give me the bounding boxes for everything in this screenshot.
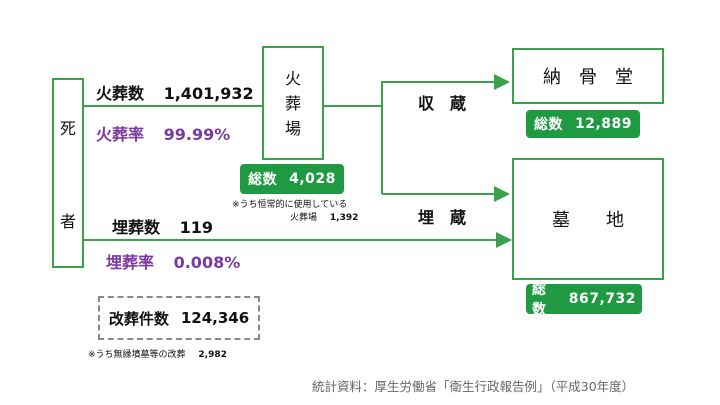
ossuary-total-value: 12,889: [574, 116, 633, 132]
reburial-box: 改葬件数 124,346: [98, 296, 260, 340]
ossuary-box: 納 骨 堂: [512, 48, 664, 104]
cemetery-box: 墓 地: [512, 158, 664, 280]
ossuary-title: 納 骨 堂: [543, 67, 633, 88]
burial-count: 埋葬数 119: [112, 214, 213, 238]
ossuary-total-badge: 総数 12,889: [526, 110, 640, 138]
crematorium-char-3: 場: [284, 118, 301, 138]
cemetery-route-label: 埋 蔵: [418, 208, 467, 227]
crematorium-note-1: ※うち恒常的に使用している: [232, 200, 348, 210]
reburial-value: 124,346: [180, 309, 250, 327]
source-citation: 統計資料：厚生労働省「衛生行政報告例」（平成30年度）: [312, 379, 635, 394]
ossuary-total-label: 総数: [533, 117, 563, 133]
crematorium-note-2: 火葬場 1,392: [290, 210, 358, 223]
burial-count-value: 119: [179, 218, 213, 237]
crematorium-total-label: 総数: [248, 172, 278, 188]
deceased-box: 死 者: [52, 78, 84, 268]
burial-rate: 埋葬率 0.008%: [106, 249, 240, 273]
reburial-note-value: 2,982: [198, 350, 227, 360]
cremation-rate-value: 99.99%: [163, 125, 231, 144]
crematorium-total-value: 4,028: [289, 171, 336, 187]
ossuary-route-line: [381, 74, 510, 194]
crematorium-note-label: 火葬場: [290, 213, 318, 223]
crematorium-note-value: 1,392: [329, 213, 359, 223]
crematorium-total-badge: 総数 4,028: [240, 164, 344, 194]
burial-count-label: 埋葬数: [112, 218, 161, 237]
cemetery-title: 墓 地: [552, 210, 624, 231]
burial-rate-value: 0.008%: [173, 253, 241, 272]
cemetery-total-value: 867,732: [568, 291, 636, 307]
reburial-label: 改葬件数: [108, 309, 169, 328]
cremation-count-label: 火葬数: [96, 84, 145, 103]
deceased-char-1: 死: [59, 118, 76, 138]
cremation-count: 火葬数 1,401,932: [96, 80, 254, 104]
reburial-note: ※うち無縁墳墓等の改葬 2,982: [88, 347, 227, 360]
crematorium-box: 火 葬 場: [262, 46, 324, 160]
deceased-char-2: 者: [59, 211, 76, 231]
ossuary-route-label: 収 蔵: [418, 94, 467, 113]
cemetery-total-label: 総数: [532, 282, 547, 318]
burial-rate-label: 埋葬率: [106, 253, 155, 272]
reburial-note-label: ※うち無縁墳墓等の改葬: [88, 350, 186, 360]
crematorium-char-1: 火: [284, 68, 301, 88]
cremation-rate: 火葬率 99.99%: [96, 121, 230, 145]
crematorium-char-2: 葬: [284, 93, 301, 113]
cremation-rate-label: 火葬率: [96, 125, 145, 144]
cremation-count-value: 1,401,932: [163, 84, 254, 103]
cemetery-total-badge: 総数 867,732: [526, 282, 642, 318]
